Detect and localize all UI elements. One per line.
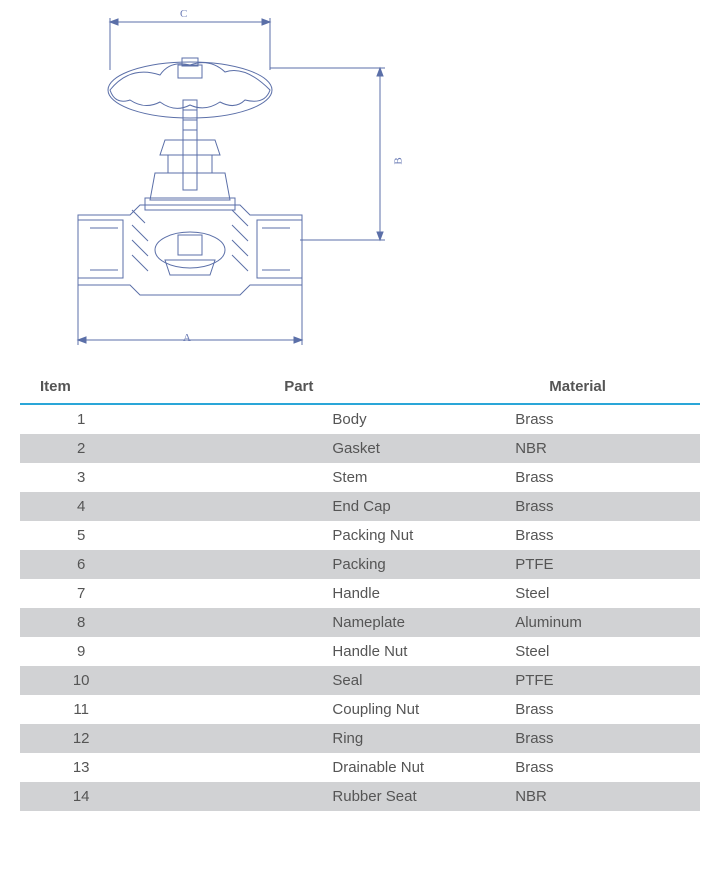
cell-item: 11 — [20, 695, 142, 724]
table-row: 6PackingPTFE — [20, 550, 700, 579]
parts-table: Item Part Material 1BodyBrass2GasketNBR3… — [20, 370, 700, 811]
header-part: Part — [142, 370, 455, 404]
table-row: 14Rubber SeatNBR — [20, 782, 700, 811]
cell-material: Steel — [455, 637, 700, 666]
table-row: 7HandleSteel — [20, 579, 700, 608]
cell-item: 12 — [20, 724, 142, 753]
cell-item: 10 — [20, 666, 142, 695]
cell-material: Brass — [455, 492, 700, 521]
cell-material: Brass — [455, 695, 700, 724]
cell-item: 5 — [20, 521, 142, 550]
table-row: 4End CapBrass — [20, 492, 700, 521]
cell-material: NBR — [455, 782, 700, 811]
cell-item: 8 — [20, 608, 142, 637]
cell-part: Seal — [142, 666, 455, 695]
table-row: 3StemBrass — [20, 463, 700, 492]
cell-part: Handle — [142, 579, 455, 608]
cell-material: Brass — [455, 404, 700, 434]
cell-part: Coupling Nut — [142, 695, 455, 724]
table-row: 13Drainable NutBrass — [20, 753, 700, 782]
cell-part: Gasket — [142, 434, 455, 463]
cell-part: Handle Nut — [142, 637, 455, 666]
table-row: 8NameplateAluminum — [20, 608, 700, 637]
cell-item: 2 — [20, 434, 142, 463]
cell-part: Rubber Seat — [142, 782, 455, 811]
cell-item: 4 — [20, 492, 142, 521]
cell-material: PTFE — [455, 666, 700, 695]
table-row: 1BodyBrass — [20, 404, 700, 434]
cell-item: 14 — [20, 782, 142, 811]
cell-material: Brass — [455, 753, 700, 782]
cell-material: Brass — [455, 463, 700, 492]
cell-material: NBR — [455, 434, 700, 463]
cell-item: 9 — [20, 637, 142, 666]
cell-item: 3 — [20, 463, 142, 492]
cell-material: Brass — [455, 521, 700, 550]
table-header-row: Item Part Material — [20, 370, 700, 404]
cell-part: Packing — [142, 550, 455, 579]
valve-drawing — [70, 10, 410, 360]
cell-item: 1 — [20, 404, 142, 434]
cell-item: 6 — [20, 550, 142, 579]
cell-part: Stem — [142, 463, 455, 492]
cell-material: Aluminum — [455, 608, 700, 637]
table-row: 5Packing NutBrass — [20, 521, 700, 550]
dimension-label-a: A — [183, 332, 191, 344]
cell-item: 13 — [20, 753, 142, 782]
cell-material: Brass — [455, 724, 700, 753]
cell-material: Steel — [455, 579, 700, 608]
table-row: 12RingBrass — [20, 724, 700, 753]
valve-diagram: C B A — [0, 0, 720, 370]
table-row: 11Coupling NutBrass — [20, 695, 700, 724]
table-row: 9Handle NutSteel — [20, 637, 700, 666]
cell-part: Drainable Nut — [142, 753, 455, 782]
dimension-label-c: C — [180, 8, 187, 20]
table-row: 10SealPTFE — [20, 666, 700, 695]
cell-part: Ring — [142, 724, 455, 753]
cell-part: Body — [142, 404, 455, 434]
cell-part: Packing Nut — [142, 521, 455, 550]
cell-part: End Cap — [142, 492, 455, 521]
header-item: Item — [20, 370, 142, 404]
cell-material: PTFE — [455, 550, 700, 579]
cell-item: 7 — [20, 579, 142, 608]
cell-part: Nameplate — [142, 608, 455, 637]
dimension-label-b: B — [393, 157, 405, 164]
header-material: Material — [455, 370, 700, 404]
parts-table-container: Item Part Material 1BodyBrass2GasketNBR3… — [0, 370, 720, 811]
table-row: 2GasketNBR — [20, 434, 700, 463]
